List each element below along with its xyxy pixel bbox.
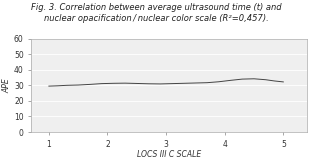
X-axis label: LOCS III C SCALE: LOCS III C SCALE [137,150,201,159]
Text: Fig. 3. Correlation between average ultrasound time (t) and
nuclear opacificatio: Fig. 3. Correlation between average ultr… [31,3,282,23]
Y-axis label: APE: APE [2,78,11,93]
